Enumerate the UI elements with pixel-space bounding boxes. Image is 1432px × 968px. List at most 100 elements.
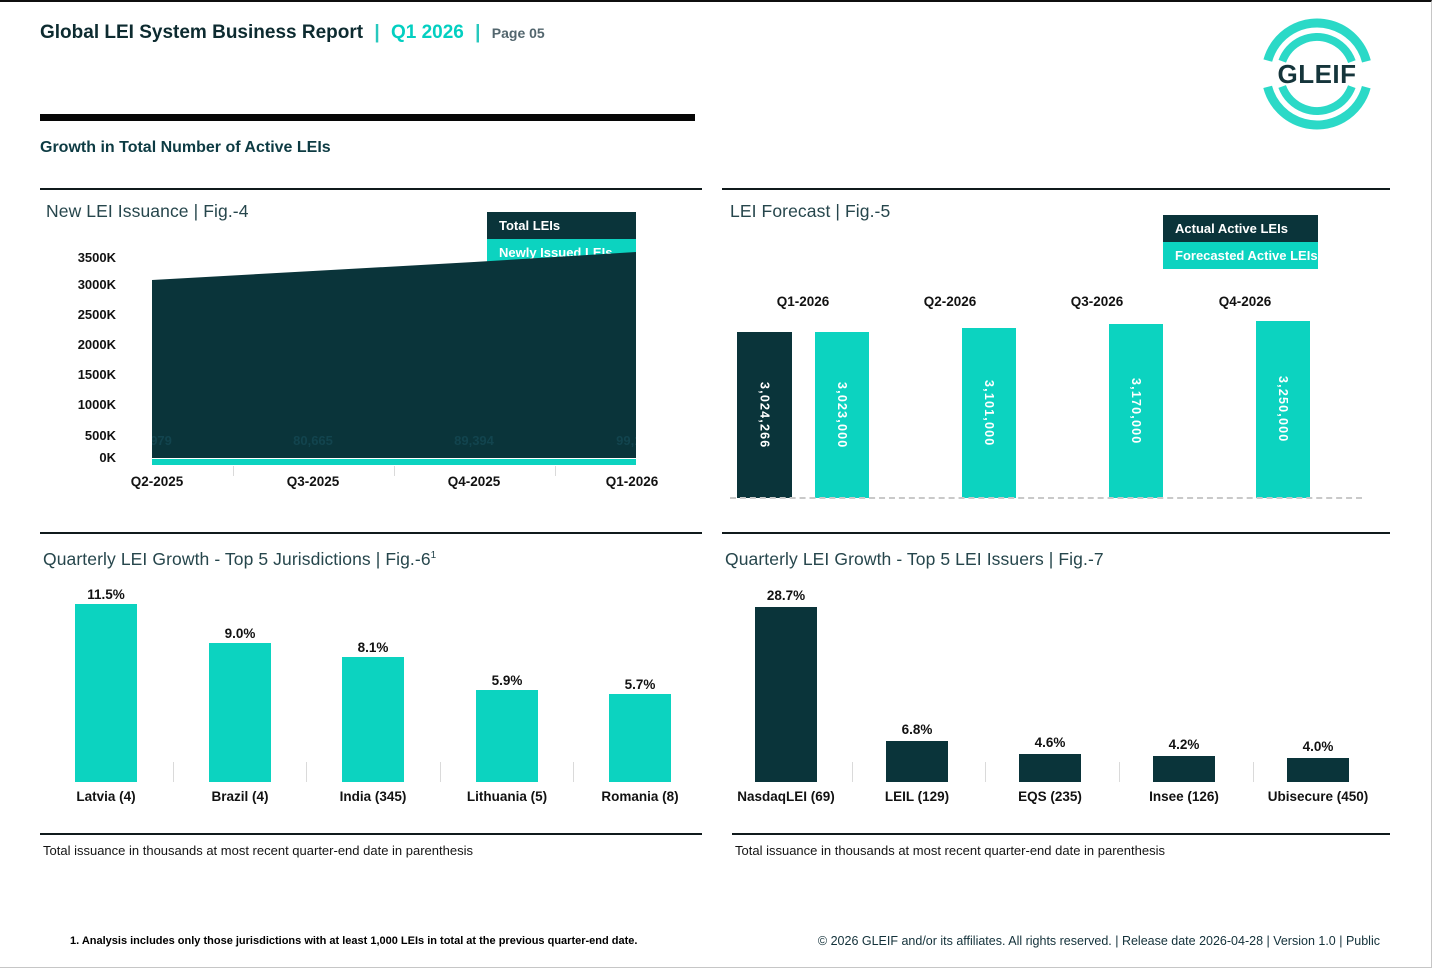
fig5-bar-forecast-q4: 3,250,000 [1256, 321, 1310, 498]
fig6-axis-tick [573, 762, 574, 782]
fig5-dashed-baseline [730, 497, 1362, 499]
fig6-axis-tick [306, 762, 307, 782]
fig4-axis-tick [555, 466, 556, 476]
fig6-top-rule [40, 532, 702, 534]
fig4-ytick-3000: 3000K [77, 277, 116, 292]
fig7-axis-tick [1119, 762, 1120, 782]
note-rule-right [732, 833, 1390, 835]
fig6-bar-romania [609, 694, 671, 782]
fig6-value-lithuania: 5.9% [491, 673, 523, 688]
gleif-logo-rings-icon: GLEIF [1261, 18, 1373, 130]
note-left: Total issuance in thousands at most rece… [43, 843, 473, 858]
page-title: Global LEI System Business Report [40, 22, 364, 43]
fig5-bar-label-forecast-q3: 3,170,000 [1129, 377, 1143, 445]
fig7-top-rule [722, 532, 1390, 534]
fig4-top-rule [40, 188, 702, 190]
fig7-label-leil: LEIL (129) [884, 789, 950, 804]
fig5-bar-label-forecast-q2: 3,101,000 [982, 379, 996, 447]
footnote: 1. Analysis includes only those jurisdic… [70, 935, 638, 947]
fig5-category-q4-2026: Q4-2026 [1218, 294, 1272, 309]
fig7-bar-leil [886, 741, 948, 782]
fig7-bar-nasdaqlei [755, 607, 817, 782]
fig4-xlabel-q4-2025: Q4-2025 [447, 474, 501, 489]
fig4-axis-tick [233, 466, 234, 476]
fig5-legend-forecast: Forecasted Active LEIs [1163, 242, 1318, 269]
report-header: Global LEI System Business Report | Q1 2… [40, 22, 545, 44]
fig6-title-text: Quarterly LEI Growth - Top 5 Jurisdictio… [43, 549, 431, 569]
fig5-category-q1-2026: Q1-2026 [776, 294, 830, 309]
section-title: Growth in Total Number of Active LEIs [40, 139, 331, 156]
fig7-title: Quarterly LEI Growth - Top 5 LEI Issuers… [725, 549, 1104, 569]
fig5-category-q3-2026: Q3-2026 [1070, 294, 1124, 309]
fig7-bar-ubisecure [1287, 758, 1349, 782]
fig5-legend-actual: Actual Active LEIs [1163, 215, 1318, 242]
fig6-value-romania: 5.7% [624, 677, 656, 692]
fig5-top-rule [722, 188, 1390, 190]
fig6-bar-latvia [75, 604, 137, 782]
fig7-value-nasdaqlei: 28.7% [766, 588, 806, 603]
fig6-footnote-marker: 1 [430, 550, 437, 562]
fig4-ytick-2500: 2500K [77, 307, 116, 322]
fig4-total-leis-area [152, 252, 636, 458]
fig7-axis-tick [985, 762, 986, 782]
fig7-label-eqs: EQS (235) [1018, 789, 1082, 804]
fig6-label-lithuania: Lithuania (5) [466, 789, 548, 804]
copyright: © 2026 GLEIF and/or its affiliates. All … [817, 934, 1380, 948]
fig4-axis-tick [394, 466, 395, 476]
fig4-point-label-q3-2025: 80,665 [293, 433, 333, 448]
fig6-value-latvia: 11.5% [87, 587, 125, 602]
fig7-value-leil: 6.8% [901, 722, 933, 737]
fig7-value-insee: 4.2% [1168, 737, 1200, 752]
fig5-bar-label-forecast-q1: 3,023,000 [835, 381, 849, 449]
fig4-ytick-2000: 2000K [77, 337, 116, 352]
fig4-xlabel-q1-2026: Q1-2026 [605, 474, 659, 489]
fig7-label-nasdaqlei: NasdaqLEI (69) [737, 789, 835, 804]
fig7-axis-tick [1253, 762, 1254, 782]
fig6-label-india: India (345) [339, 789, 407, 804]
fig4-legend-total: Total LEIs [487, 212, 636, 239]
fig4-newly-issued-strip [152, 459, 636, 465]
fig7-bar-eqs [1019, 754, 1081, 782]
note-right: Total issuance in thousands at most rece… [735, 843, 1165, 858]
header-period: Q1 2026 [390, 22, 464, 43]
fig4-ytick-1500: 1500K [77, 367, 116, 382]
fig5-bar-forecast-q3: 3,170,000 [1109, 324, 1163, 498]
fig6-bar-india [342, 657, 404, 782]
gleif-logo: GLEIF [1253, 12, 1381, 136]
fig7-bar-insee [1153, 756, 1215, 782]
fig4-ytick-500: 500K [84, 428, 116, 443]
gleif-logo-text: GLEIF [1277, 59, 1356, 89]
fig5-title: LEI Forecast | Fig.-5 [730, 201, 891, 221]
fig6-bar-lithuania [476, 690, 538, 782]
fig7-value-ubisecure: 4.0% [1302, 739, 1334, 754]
fig6-bar-brazil [209, 643, 271, 782]
fig7-label-insee: Insee (126) [1149, 789, 1219, 804]
fig4-point-label-q1-2026: 99,159 [616, 433, 636, 448]
fig7-axis-tick [852, 762, 853, 782]
fig5-bar-label-forecast-q4: 3,250,000 [1276, 376, 1290, 443]
fig6-axis-tick [173, 762, 174, 782]
fig5-bar-forecast-q2: 3,101,000 [962, 328, 1016, 498]
fig4-point-label-q4-2025: 89,394 [454, 433, 494, 448]
fig6-value-brazil: 9.0% [224, 626, 256, 641]
fig4-xlabel-q3-2025: Q3-2025 [286, 474, 340, 489]
header-divider-bar [40, 114, 695, 121]
note-rule-left [40, 833, 702, 835]
fig5-category-q2-2026: Q2-2026 [923, 294, 977, 309]
header-page-number: Page 05 [491, 25, 545, 41]
fig6-title: Quarterly LEI Growth - Top 5 Jurisdictio… [43, 549, 436, 570]
fig5-bar-forecast-q1: 3,023,000 [815, 332, 869, 498]
fig7-value-eqs: 4.6% [1034, 735, 1066, 750]
fig4-ytick-0: 0K [99, 450, 116, 465]
fig6-label-romania: Romania (8) [601, 789, 679, 804]
fig6-value-india: 8.1% [357, 640, 389, 655]
header-separator-2: | [475, 22, 481, 43]
fig4-xlabel-q2-2025: Q2-2025 [130, 474, 184, 489]
fig4-ytick-3500: 3500K [77, 250, 116, 265]
fig4-title: New LEI Issuance | Fig.-4 [46, 201, 249, 221]
fig4-ytick-1000: 1000K [77, 397, 116, 412]
fig5-bar-actual-q1: 3,024,266 [737, 332, 792, 498]
fig6-label-brazil: Brazil (4) [211, 789, 269, 804]
header-separator-1: | [374, 22, 380, 43]
fig5-bar-label-actual-q1: 3,024,266 [757, 381, 772, 449]
